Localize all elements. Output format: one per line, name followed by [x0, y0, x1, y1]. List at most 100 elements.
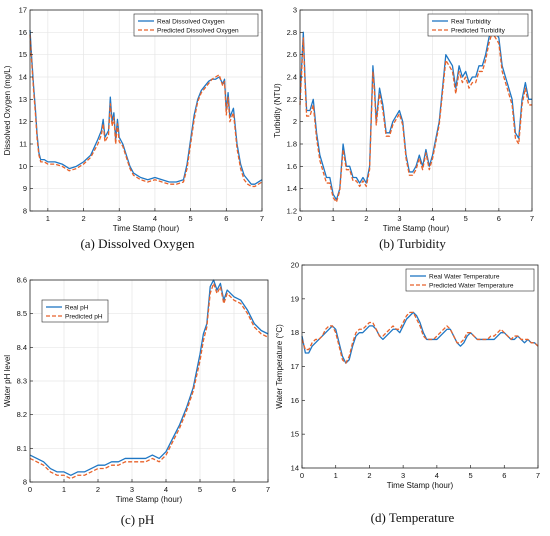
legend-label: Predicted Water Temperature: [429, 283, 514, 290]
x-tick-label: 4: [164, 485, 168, 494]
y-axis-label: Water Temperature (°C): [275, 324, 284, 409]
y-axis-label: Water pH level: [3, 355, 12, 407]
y-tick-label: 8: [23, 207, 27, 216]
series-line-real: [301, 311, 539, 364]
y-tick-label: 12: [19, 117, 27, 126]
x-tick-label: 3: [397, 214, 401, 223]
y-tick-label: 15: [19, 50, 27, 59]
x-axis-label: Time Stamp (hour): [113, 224, 180, 233]
legend-box: [133, 13, 259, 37]
x-tick-label: 6: [502, 471, 506, 480]
y-tick-label: 1.4: [287, 184, 297, 193]
x-tick-label: 5: [198, 485, 202, 494]
x-tick-label: 2: [367, 471, 371, 480]
y-tick-label: 2.8: [287, 28, 297, 37]
plot-area: [300, 10, 532, 211]
chart-temperature: 0 1 2 3 4 5 6 7 14 15 16 17 18 19 20 Time Stamp (hour) W…: [275, 261, 540, 491]
plot-area: [302, 265, 538, 468]
x-tick-label: 3: [117, 214, 121, 223]
x-tick-label: 1: [331, 214, 335, 223]
legend: Real pH Predicted pH: [41, 299, 109, 323]
y-tick-label: 2: [293, 117, 297, 126]
y-tick-label: 20: [291, 261, 299, 270]
x-tick-label: 3: [401, 471, 405, 480]
plot-area: [30, 10, 262, 211]
x-tick-label: 6: [224, 214, 228, 223]
series-line-real: [29, 279, 269, 476]
y-tick-label: 8.2: [17, 410, 27, 419]
x-tick-label: 0: [300, 471, 304, 480]
y-tick-label: 18: [291, 328, 299, 337]
legend-label: Predicted Dissolved Oxygen: [157, 28, 239, 35]
y-axis-label: Turbidity (NTU): [273, 83, 282, 138]
caption-dissolved-oxygen: (a) Dissolved Oxygen: [80, 236, 195, 251]
y-tick-label: 17: [19, 6, 27, 15]
legend-label: Real Dissolved Oxygen: [157, 19, 225, 26]
y-tick-label: 14: [19, 73, 27, 82]
y-tick-label: 2.2: [287, 95, 297, 104]
x-tick-label: 4: [435, 471, 439, 480]
y-tick-label: 8.3: [17, 377, 27, 386]
series-line-predicted: [29, 282, 269, 480]
legend-label: Predicted pH: [65, 314, 103, 321]
y-tick-label: 8.1: [17, 444, 27, 453]
x-tick-label: 2: [81, 214, 85, 223]
plot-frame: [299, 9, 533, 212]
y-tick-label: 1.8: [287, 140, 297, 149]
x-tick-label: 4: [153, 214, 157, 223]
y-tick-label: 19: [291, 294, 299, 303]
legend: Real Dissolved Oxygen Predicted Dissolved…: [133, 13, 259, 37]
y-tick-label: 13: [19, 95, 27, 104]
y-tick-label: 2.6: [287, 50, 297, 59]
x-tick-label: 4: [430, 214, 434, 223]
legend-box: [405, 268, 535, 292]
y-tick-label: 14: [291, 464, 299, 473]
caption-temperature: (d) Temperature: [370, 510, 455, 525]
x-tick-label: 5: [464, 214, 468, 223]
legend-label: Predicted Turbidity: [451, 28, 506, 35]
y-tick-label: 9: [23, 184, 27, 193]
x-tick-label: 5: [468, 471, 472, 480]
x-axis-label: Time Stamp (hour): [383, 224, 450, 233]
x-tick-label: 5: [189, 214, 193, 223]
x-tick-label: 6: [232, 485, 236, 494]
caption-turbidity: (b) Turbidity: [379, 236, 446, 251]
series-line-predicted: [301, 311, 539, 364]
plot-frame: [29, 9, 263, 212]
x-tick-label: 0: [28, 485, 32, 494]
x-tick-label: 3: [130, 485, 134, 494]
x-tick-label: 1: [46, 214, 50, 223]
legend: Real Water Temperature Predicted Water Te…: [405, 268, 535, 292]
y-tick-label: 15: [291, 430, 299, 439]
legend-box: [427, 13, 529, 37]
y-tick-label: 8: [23, 478, 27, 487]
x-tick-label: 0: [298, 214, 302, 223]
legend-label: Real Turbidity: [451, 19, 491, 26]
y-tick-label: 8.4: [17, 343, 27, 352]
x-tick-label: 6: [497, 214, 501, 223]
series-line-real: [29, 30, 263, 185]
y-tick-label: 10: [19, 162, 27, 171]
caption-ph: (c) pH: [120, 512, 155, 527]
chart-ph: 0 1 2 3 4 5 6 7 8 8.1 8.2 8.3 8.4 8.5 8.6 Time Stamp (h…: [3, 276, 270, 505]
legend-label: Real Water Temperature: [429, 274, 500, 281]
y-axis-label: Dissolved Oxygen (mg/L): [3, 65, 12, 155]
y-tick-label: 1.6: [287, 162, 297, 171]
y-tick-label: 2.4: [287, 73, 297, 82]
x-tick-label: 7: [260, 214, 264, 223]
x-tick-label: 7: [536, 471, 540, 480]
x-tick-label: 1: [334, 471, 338, 480]
y-tick-label: 16: [19, 28, 27, 37]
y-tick-label: 16: [291, 396, 299, 405]
x-tick-label: 7: [266, 485, 270, 494]
x-axis-label: Time Stamp (hour): [116, 495, 183, 504]
y-tick-label: 8.6: [17, 276, 27, 285]
legend-label: Real pH: [65, 305, 89, 312]
series-line-predicted: [29, 34, 263, 188]
x-tick-label: 1: [62, 485, 66, 494]
y-tick-label: 17: [291, 362, 299, 371]
y-tick-label: 3: [293, 6, 297, 15]
x-tick-label: 2: [364, 214, 368, 223]
